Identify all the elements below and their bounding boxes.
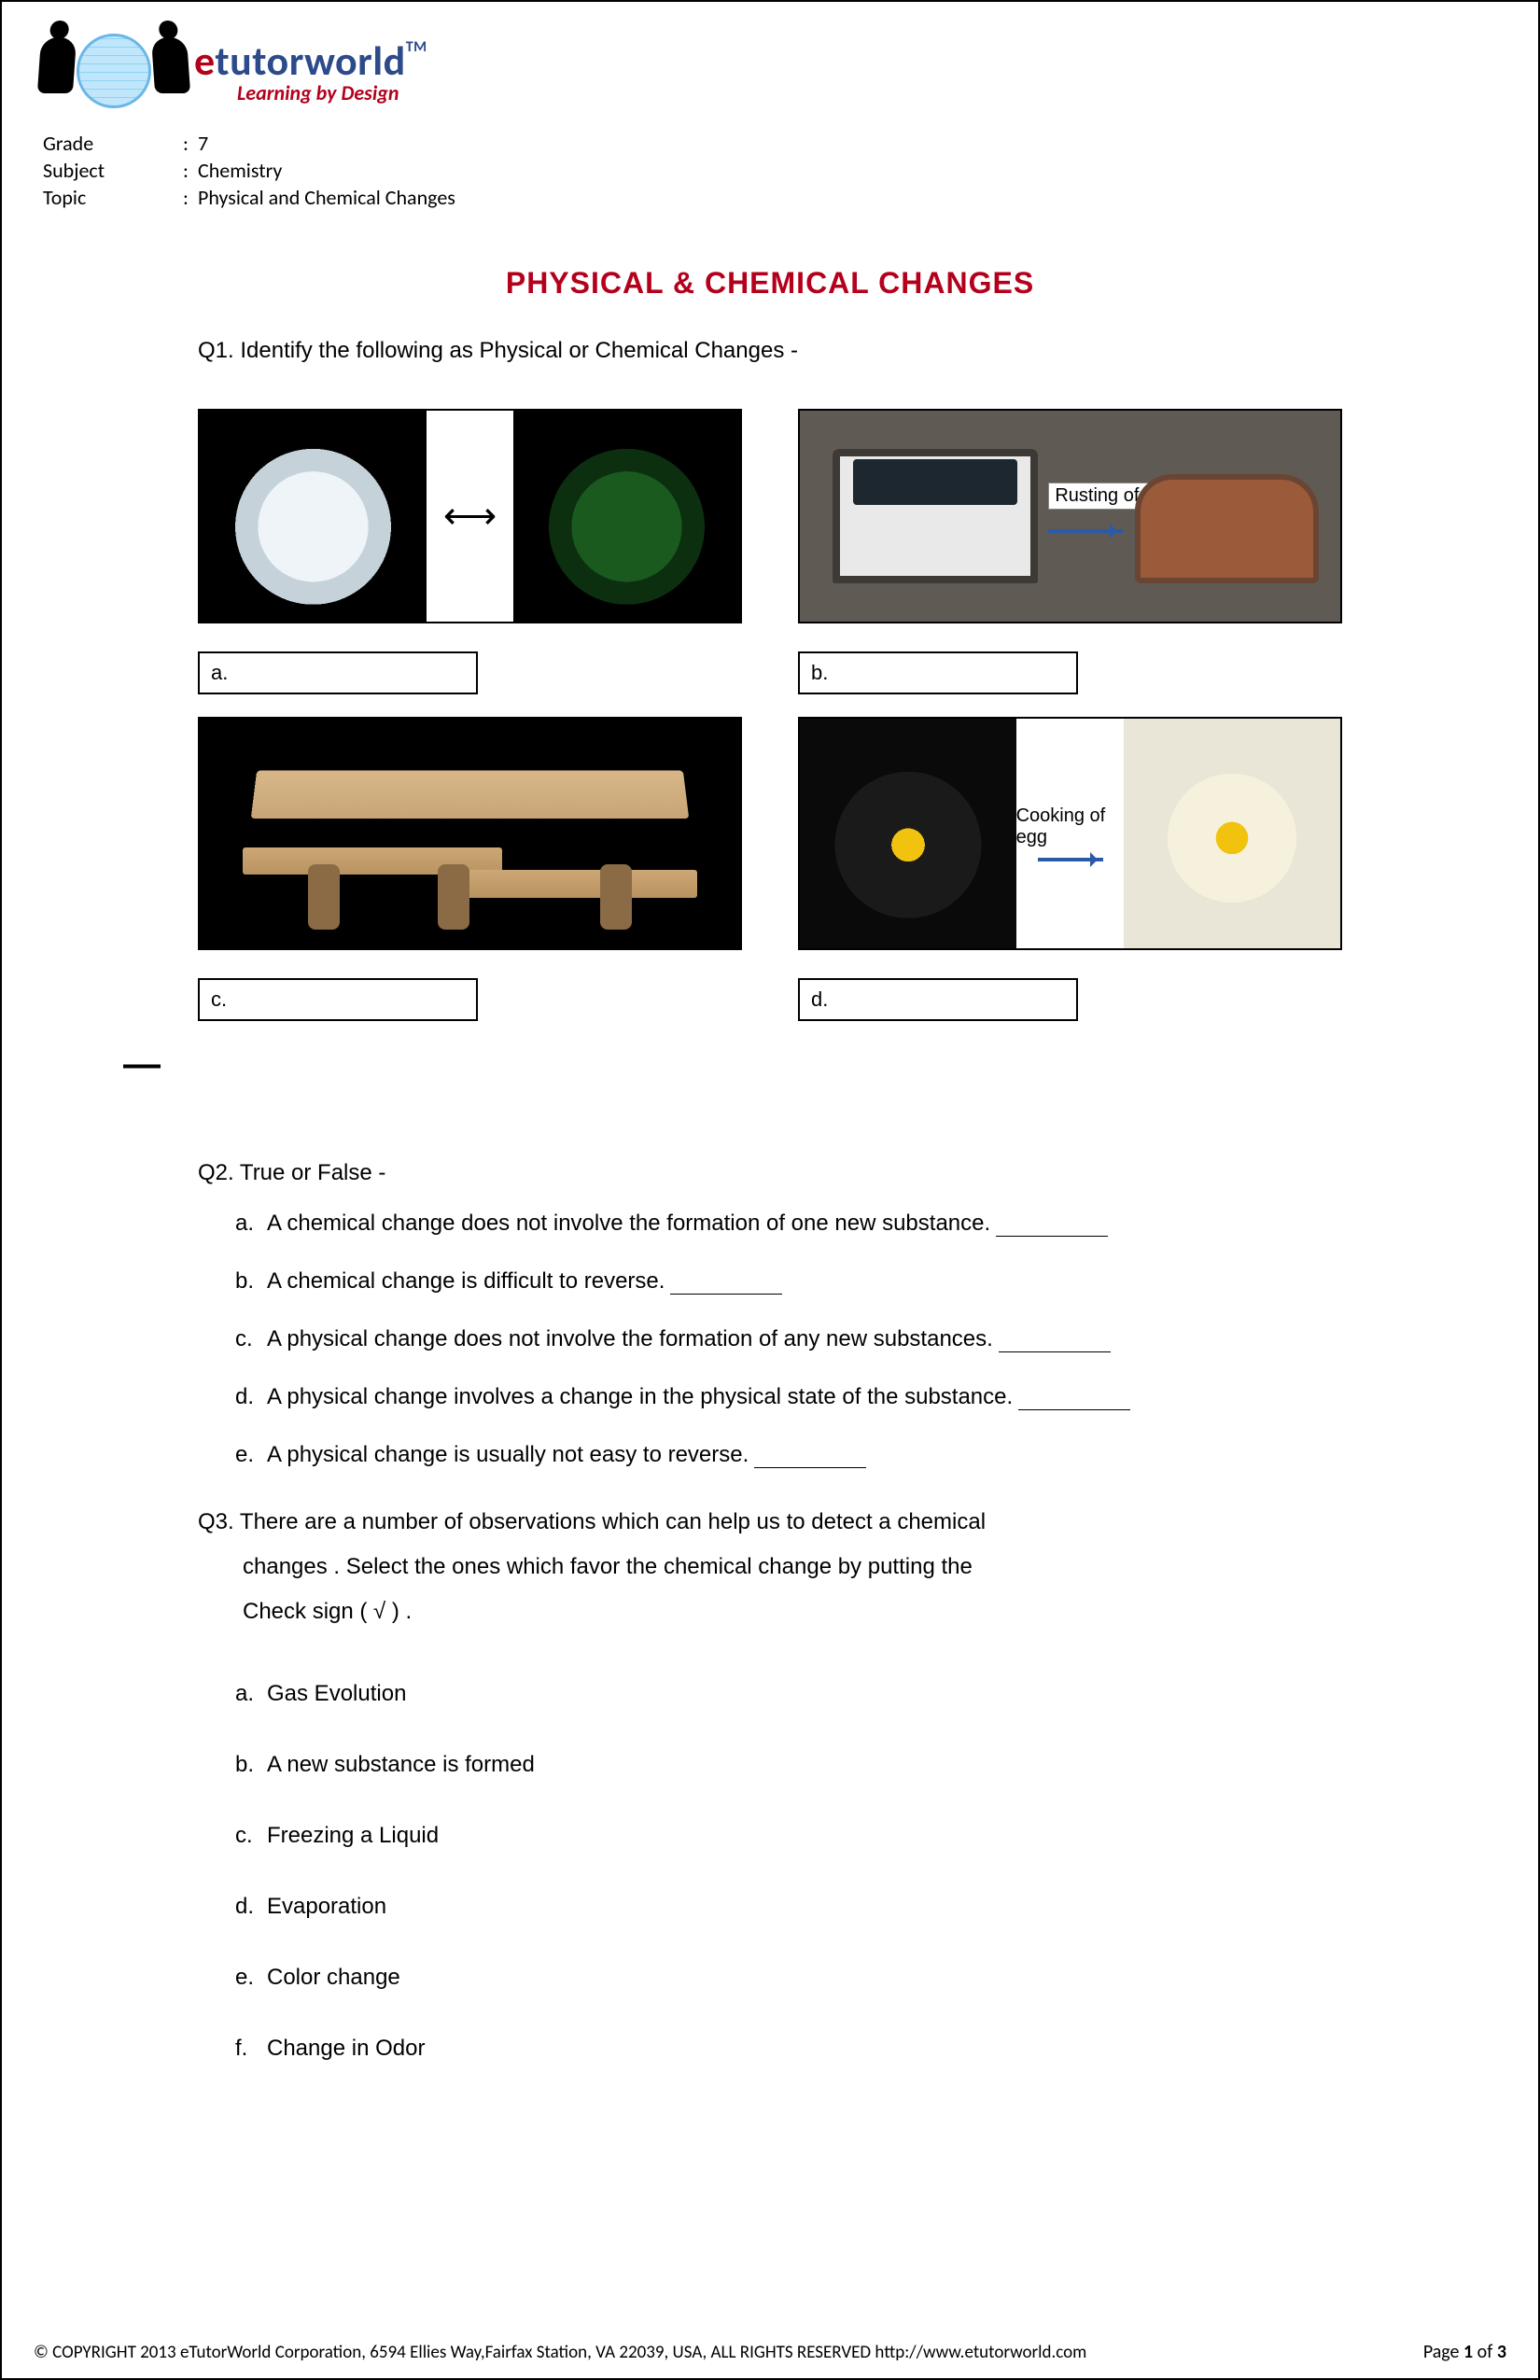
meta-topic-label: Topic	[43, 185, 183, 210]
q3-item: b.A new substance is formed	[235, 1743, 1342, 1787]
q1-image-a: ⟷	[198, 409, 742, 623]
q2-prompt: Q2. True or False -	[198, 1160, 1342, 1186]
double-arrow-icon: ⟷	[443, 495, 497, 538]
q2-item: b.A chemical change is difficult to reve…	[235, 1268, 1342, 1295]
q2-item: a.A chemical change does not involve the…	[235, 1211, 1342, 1237]
q3-prompt-line2: changes . Select the ones which favor th…	[198, 1545, 1342, 1589]
globe-icon	[77, 34, 151, 108]
footer-copyright: © COPYRIGHT 2013 eTutorWorld Corporation…	[34, 2342, 1086, 2363]
brand-tagline: Learning by Design	[194, 83, 427, 104]
q2-blank[interactable]	[996, 1211, 1108, 1237]
q3-list: a.Gas Evolution b.A new substance is for…	[235, 1672, 1342, 2071]
meta-topic-value: Physical and Chemical Changes	[198, 185, 455, 210]
q1-image-b: Rusting of car	[798, 409, 1342, 623]
q3-prompt-line3: Check sign ( √ ) .	[198, 1589, 1342, 1634]
q3-prompt-line1: Q3. There are a number of observations w…	[198, 1500, 1342, 1545]
q2-blank[interactable]	[754, 1442, 866, 1468]
meta-grade-label: Grade	[43, 131, 183, 156]
meta-subject-value: Chemistry	[198, 158, 282, 183]
q1-image-c	[198, 717, 742, 950]
q3-item: f.Change in Odor	[235, 2026, 1342, 2071]
q2-item: e.A physical change is usually not easy …	[235, 1442, 1342, 1468]
q2-item: d.A physical change involves a change in…	[235, 1384, 1342, 1410]
q3-item: d.Evaporation	[235, 1884, 1342, 1929]
q3-item: c.Freezing a Liquid	[235, 1813, 1342, 1858]
page-number: Page 1 of 3	[1423, 2341, 1506, 2363]
q1-answer-b[interactable]: b.	[798, 651, 1078, 694]
arrow-right-icon	[1038, 858, 1103, 861]
dash-mark: —	[123, 1043, 1342, 1085]
q3-item: e.Color change	[235, 1955, 1342, 2000]
q1-answer-d[interactable]: d.	[798, 978, 1078, 1021]
q2-list: a.A chemical change does not involve the…	[235, 1211, 1342, 1468]
header-logo: etutorworldTM Learning by Design	[39, 30, 1501, 114]
q1-answer-c[interactable]: c.	[198, 978, 478, 1021]
brand-name: etutorworldTM	[194, 40, 427, 81]
q2-blank[interactable]	[999, 1326, 1111, 1352]
q2-blank[interactable]	[1018, 1384, 1130, 1410]
worksheet-meta: Grade : 7 Subject : Chemistry Topic : Ph…	[43, 131, 1501, 210]
q2-item: c.A physical change does not involve the…	[235, 1326, 1342, 1352]
logo-mark	[39, 30, 189, 114]
q1-d-caption: Cooking of egg	[1016, 805, 1125, 848]
meta-grade-value: 7	[198, 131, 208, 156]
page-title: PHYSICAL & CHEMICAL CHANGES	[39, 266, 1501, 301]
q1-answer-a[interactable]: a.	[198, 651, 478, 694]
meta-subject-label: Subject	[43, 158, 183, 183]
arrow-right-icon	[1048, 529, 1123, 533]
q1-prompt: Q1. Identify the following as Physical o…	[198, 338, 1342, 364]
q3-item: a.Gas Evolution	[235, 1672, 1342, 1716]
q1-image-d: Cooking of egg	[798, 717, 1342, 950]
q2-blank[interactable]	[670, 1268, 782, 1295]
